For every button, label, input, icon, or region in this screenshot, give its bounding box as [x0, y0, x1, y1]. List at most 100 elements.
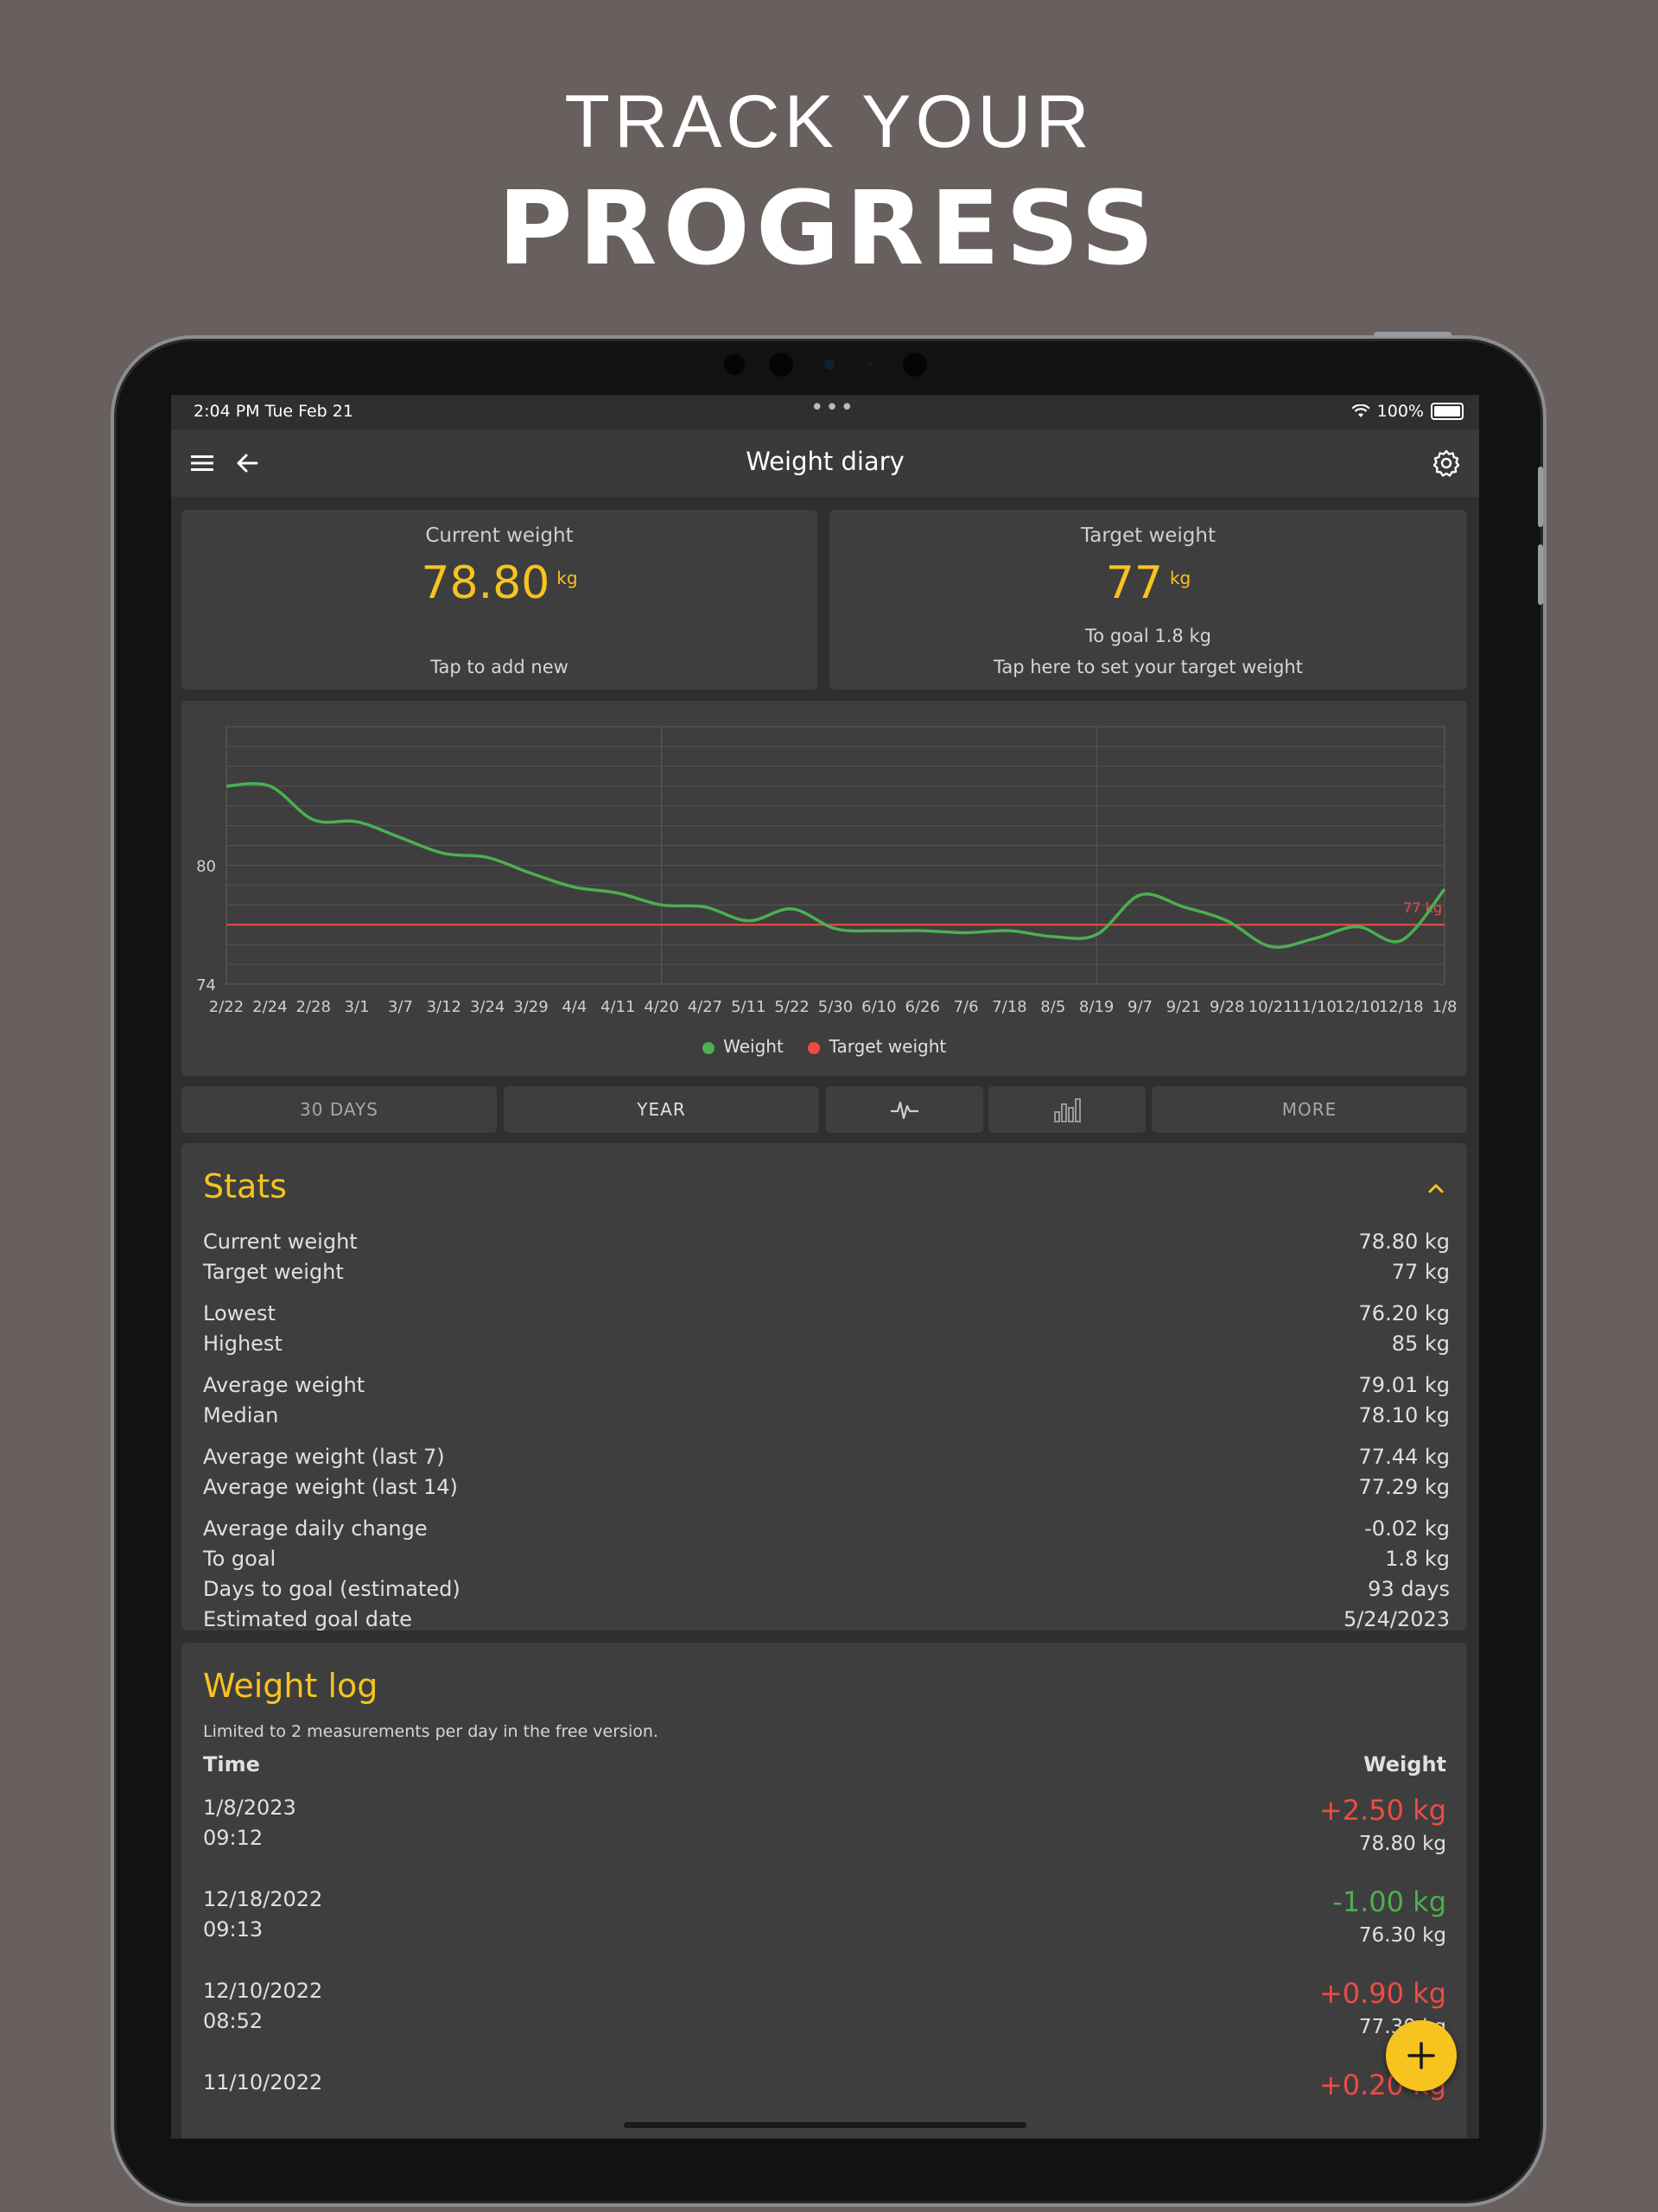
legend-weight-label: Weight: [723, 1036, 784, 1057]
x-tick-label: 9/21: [1166, 998, 1201, 1016]
x-tick-label: 1/8: [1432, 998, 1458, 1016]
gear-icon[interactable]: [1429, 446, 1464, 480]
volume-down-button: [1538, 544, 1543, 605]
volume-up-button: [1538, 467, 1543, 527]
log-delta: -1.00 kg: [1332, 1885, 1446, 1918]
stat-row: Average daily change -0.02 kg: [203, 1516, 1450, 1548]
tab-more[interactable]: MORE: [1152, 1086, 1467, 1133]
x-tick-label: 6/26: [905, 998, 940, 1016]
tab-bar-view[interactable]: [988, 1086, 1146, 1133]
stat-row: Average weight 79.01 kg: [203, 1373, 1450, 1404]
multitasking-dots[interactable]: •••: [810, 395, 856, 421]
chevron-up-icon[interactable]: [1423, 1175, 1449, 1201]
log-time: 08:52: [203, 2009, 264, 2033]
stat-label: Current weight: [203, 1230, 358, 1254]
log-time: 09:12: [203, 1826, 264, 1850]
camera-dot: [724, 354, 745, 375]
target-weight-label: Target weight: [1080, 524, 1216, 547]
tab-line-view[interactable]: [826, 1086, 983, 1133]
x-tick-label: 7/18: [992, 998, 1026, 1016]
log-date: 1/8/2023: [203, 1796, 296, 1820]
x-tick-label: 7/6: [954, 998, 979, 1016]
add-entry-button[interactable]: [1386, 2020, 1457, 2091]
target-weight-card[interactable]: Target weight 77 kg To goal 1.8 kg Tap he…: [829, 510, 1467, 690]
log-date: 11/10/2022: [203, 2070, 323, 2094]
col-time-header: Time: [203, 1752, 260, 1777]
legend-weight-dot: [702, 1041, 715, 1054]
stat-row: Lowest 76.20 kg: [203, 1301, 1450, 1332]
stat-label: Lowest: [203, 1301, 276, 1325]
stat-row: Current weight 78.80 kg: [203, 1230, 1450, 1261]
stat-value: 78.10 kg: [1358, 1403, 1450, 1427]
legend-target-label: Target weight: [829, 1036, 947, 1057]
stat-value: 1.8 kg: [1385, 1547, 1450, 1571]
home-indicator: [624, 2122, 1026, 2128]
stat-value: 5/24/2023: [1343, 1607, 1450, 1631]
log-date: 12/18/2022: [203, 1887, 323, 1911]
stat-value: 77.29 kg: [1358, 1475, 1450, 1499]
stat-label: Average weight (last 14): [203, 1475, 458, 1499]
stats-title: Stats: [203, 1167, 288, 1205]
stats-card: Stats Current weight 78.80 kg Target weigh…: [181, 1143, 1467, 1631]
x-tick-label: 12/10: [1335, 998, 1380, 1016]
weight-log-note: Limited to 2 measurements per day in the…: [203, 1722, 658, 1741]
stat-label: Average daily change: [203, 1516, 428, 1541]
stat-row: Average weight (last 14) 77.29 kg: [203, 1475, 1450, 1506]
x-tick-label: 3/7: [388, 998, 413, 1016]
current-weight-card[interactable]: Current weight 78.80 kg Tap to add new: [181, 510, 817, 690]
hero-line1: TRACK YOUR: [564, 80, 1094, 163]
stat-value: -0.02 kg: [1364, 1516, 1450, 1541]
log-time: 09:13: [203, 1917, 264, 1942]
x-tick-label: 9/28: [1210, 998, 1244, 1016]
pulse-icon: [891, 1101, 918, 1120]
stat-row: Average weight (last 7) 77.44 kg: [203, 1445, 1450, 1476]
back-arrow-icon[interactable]: [230, 446, 264, 480]
add-new-hint: Tap to add new: [430, 657, 569, 677]
x-tick-label: 5/30: [818, 998, 853, 1016]
stat-label: To goal: [203, 1547, 276, 1571]
menu-icon[interactable]: [185, 446, 219, 480]
battery-percent: 100%: [1376, 402, 1424, 421]
stat-value: 77 kg: [1391, 1260, 1450, 1284]
stat-label: Average weight (last 7): [203, 1445, 445, 1469]
camera-lens: [824, 359, 835, 370]
current-weight-number: 78.80: [421, 557, 550, 609]
current-weight-label: Current weight: [425, 524, 574, 547]
battery-icon: [1431, 403, 1464, 420]
tab-year[interactable]: YEAR: [504, 1086, 819, 1133]
weight-log-card: Weight log Limited to 2 measurements per…: [181, 1643, 1467, 2139]
to-goal-text: To goal 1.8 kg: [1085, 626, 1211, 646]
target-weight-unit: kg: [1169, 568, 1191, 588]
stat-label: Days to goal (estimated): [203, 1577, 461, 1601]
x-tick-label: 4/4: [562, 998, 587, 1016]
log-weight: 76.30 kg: [1358, 1924, 1446, 1947]
col-weight-header: Weight: [1363, 1752, 1446, 1777]
x-tick-label: 8/19: [1079, 998, 1114, 1016]
tab-30-days[interactable]: 30 DAYS: [181, 1086, 497, 1133]
x-tick-label: 5/11: [731, 998, 765, 1016]
tab-year-label: YEAR: [637, 1099, 686, 1120]
stat-value: 85 kg: [1391, 1332, 1450, 1356]
stat-label: Median: [203, 1403, 279, 1427]
chart-legend: Weight Target weight: [181, 1036, 1467, 1057]
x-tick-label: 2/24: [252, 998, 287, 1016]
chart-card: 80 74 2/22 2/24 2/28 3/1 3/7 3/12 3/24 3/29 4/4 4/1…: [181, 701, 1467, 1076]
x-tick-label: 4/11: [600, 998, 635, 1016]
x-tick-label: 8/5: [1040, 998, 1065, 1016]
x-tick-label: 3/24: [470, 998, 505, 1016]
weight-series-line: [226, 782, 1446, 949]
stat-value: 93 days: [1368, 1577, 1450, 1601]
wifi-icon: [1351, 404, 1370, 417]
stat-row: Days to goal (estimated) 93 days: [203, 1577, 1450, 1608]
x-tick-label: 6/10: [861, 998, 896, 1016]
stat-row: Median 78.10 kg: [203, 1403, 1450, 1434]
stat-label: Target weight: [203, 1260, 344, 1284]
tab-more-label: MORE: [1281, 1099, 1337, 1120]
stat-row: Estimated goal date 5/24/2023: [203, 1607, 1450, 1638]
x-tick-label: 10/21: [1248, 998, 1293, 1016]
x-tick-label: 9/7: [1128, 998, 1153, 1016]
bar-chart-icon: [1054, 1098, 1081, 1122]
x-tick-label: 3/29: [513, 998, 548, 1016]
x-tick-label: 5/22: [774, 998, 809, 1016]
weight-chart: 80 74 2/22 2/24 2/28 3/1 3/7 3/12 3/24 3/29 4/4 4/1…: [196, 726, 1458, 1016]
